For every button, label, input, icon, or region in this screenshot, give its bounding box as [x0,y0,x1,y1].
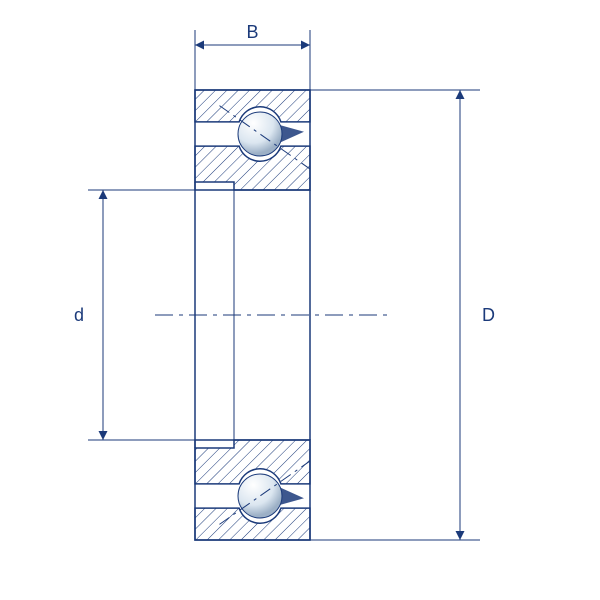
label-d: d [74,305,84,325]
dimension-width-B: B [195,22,310,90]
label-D: D [482,305,495,325]
bearing-cross-section-diagram: B Dd [0,0,600,600]
label-B: B [246,22,258,42]
dimension-inner-diameter-d: d [74,190,195,440]
